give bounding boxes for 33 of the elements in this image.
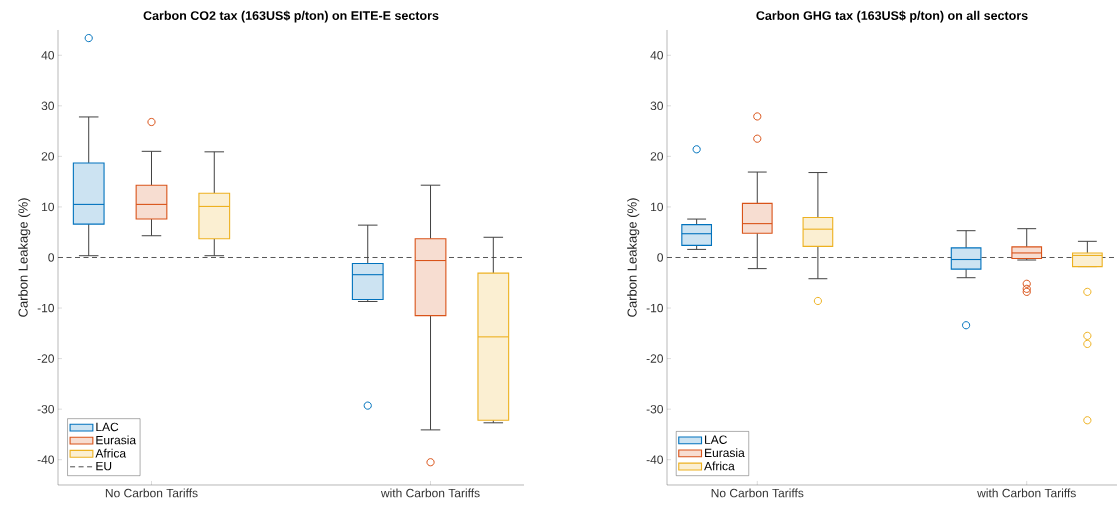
- legend-label: EU: [96, 461, 112, 471]
- y-tick-label: 10: [651, 202, 664, 212]
- y-tick-label: 30: [41, 101, 55, 111]
- y-tick-label: 30: [650, 101, 664, 111]
- x-tick-label: No Carbon Tariffs: [105, 488, 198, 498]
- legend-label: Africa: [95, 448, 127, 458]
- y-tick-label: -30: [646, 404, 664, 414]
- y-tick-label: 10: [42, 202, 55, 212]
- y-tick-label: -20: [646, 354, 664, 363]
- chart-title: Carbon CO2 tax (163US$ p/ton) on EITE-E sectors: [143, 10, 439, 23]
- y-tick-label: -20: [37, 354, 55, 363]
- y-tick-label: -40: [37, 455, 55, 464]
- x-tick-label: No Carbon Tariffs: [711, 488, 804, 498]
- y-tick-label: -30: [37, 404, 55, 414]
- y-axis-title: Carbon Leakage (%): [18, 198, 31, 317]
- legend-label: Eurasia: [96, 435, 137, 445]
- legend-label: LAC: [96, 422, 119, 432]
- x-tick-label: with Carbon Tariffs: [380, 488, 480, 498]
- y-tick-label: 40: [41, 51, 55, 60]
- legend-label: Africa: [704, 461, 735, 471]
- y-tick-label: -10: [37, 303, 55, 313]
- y-tick-label: 0: [48, 253, 55, 262]
- legend-label: LAC: [705, 435, 727, 444]
- y-axis-title: Carbon Leakage (%): [627, 198, 640, 317]
- y-tick-label: 0: [657, 253, 664, 262]
- y-tick-label: 20: [650, 152, 664, 161]
- y-tick-label: -40: [646, 455, 664, 464]
- y-tick-label: -10: [646, 303, 664, 313]
- chart-title: Carbon GHG tax (163US$ p/ton) on all sectors: [756, 10, 1028, 23]
- legend-label: Eurasia: [705, 448, 745, 458]
- y-tick-label: 20: [41, 152, 55, 161]
- y-tick-label: 40: [650, 51, 664, 60]
- x-tick-label: with Carbon Tariffs: [977, 488, 1076, 498]
